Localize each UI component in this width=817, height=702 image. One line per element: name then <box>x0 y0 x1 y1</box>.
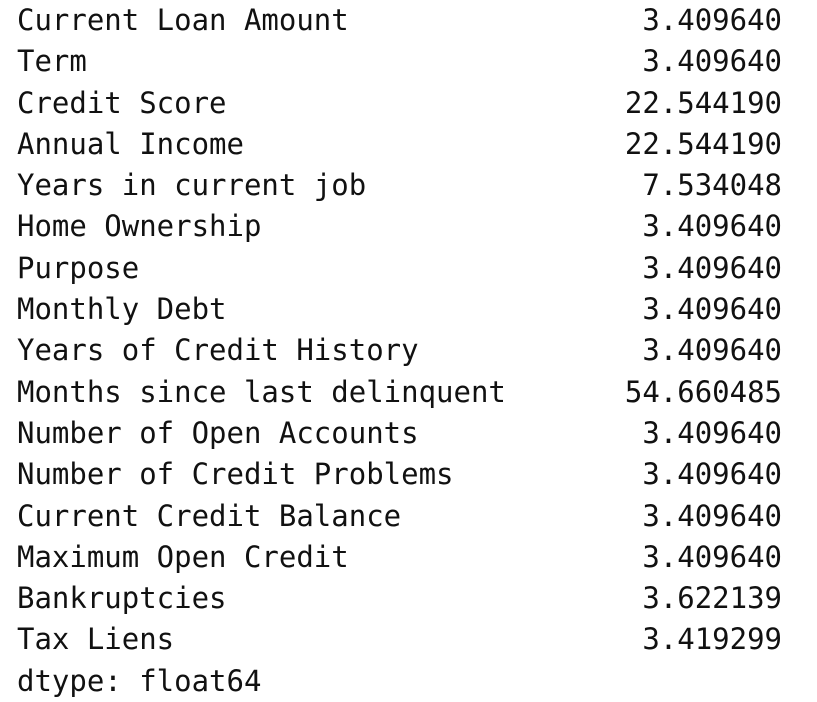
row-value: 3.409640 <box>642 44 782 79</box>
series-row: Term 3.409640 <box>17 41 797 82</box>
row-value: 3.409640 <box>642 292 782 327</box>
row-label: Years of Credit History <box>17 333 419 368</box>
dtype-line: dtype: float64 <box>17 663 262 698</box>
row-value: 7.534048 <box>642 168 782 203</box>
row-value: 54.660485 <box>624 374 782 409</box>
row-label: Credit Score <box>17 85 227 120</box>
row-label: Annual Income <box>17 126 244 161</box>
row-label: Bankruptcies <box>17 581 227 616</box>
row-label: Current Credit Balance <box>17 498 402 533</box>
row-value: 22.544190 <box>624 126 782 161</box>
series-row: Years in current job 7.534048 <box>17 165 797 206</box>
row-label: Number of Open Accounts <box>17 415 419 450</box>
row-value: 3.622139 <box>642 581 782 616</box>
series-row: Annual Income 22.544190 <box>17 124 797 165</box>
row-label: Current Loan Amount <box>17 3 349 37</box>
series-row: Current Loan Amount 3.409640 <box>17 0 797 41</box>
row-label: Home Ownership <box>17 209 262 244</box>
series-row: Current Credit Balance 3.409640 <box>17 496 797 537</box>
row-value: 3.409640 <box>642 415 782 450</box>
row-value: 3.409640 <box>642 457 782 492</box>
row-label: Years in current job <box>17 168 367 203</box>
row-value: 3.409640 <box>642 333 782 368</box>
series-row: Credit Score 22.544190 <box>17 83 797 124</box>
series-row: Bankruptcies 3.622139 <box>17 578 797 619</box>
series-row: Number of Credit Problems 3.409640 <box>17 454 797 495</box>
row-value: 3.409640 <box>642 250 782 285</box>
row-label: Months since last delinquent <box>17 374 506 409</box>
series-row: Home Ownership 3.409640 <box>17 206 797 247</box>
series-row: Tax Liens 3.419299 <box>17 619 797 660</box>
row-value: 3.419299 <box>642 622 782 657</box>
series-row: Months since last delinquent 54.660485 <box>17 372 797 413</box>
row-value: 3.409640 <box>642 3 782 37</box>
row-label: Number of Credit Problems <box>17 457 454 492</box>
series-output: Current Loan Amount 3.409640 Term 3.4096… <box>17 0 797 702</box>
row-label: Maximum Open Credit <box>17 539 349 574</box>
row-label: Monthly Debt <box>17 292 227 327</box>
series-row: Years of Credit History 3.409640 <box>17 330 797 371</box>
row-value: 3.409640 <box>642 539 782 574</box>
row-label: Purpose <box>17 250 140 285</box>
row-label: Tax Liens <box>17 622 175 657</box>
row-value: 3.409640 <box>642 498 782 533</box>
row-value: 3.409640 <box>642 209 782 244</box>
series-row: Monthly Debt 3.409640 <box>17 289 797 330</box>
row-value: 22.544190 <box>624 85 782 120</box>
row-label: Term <box>17 44 87 79</box>
series-row: Maximum Open Credit 3.409640 <box>17 537 797 578</box>
series-row: Number of Open Accounts 3.409640 <box>17 413 797 454</box>
series-row: Purpose 3.409640 <box>17 248 797 289</box>
